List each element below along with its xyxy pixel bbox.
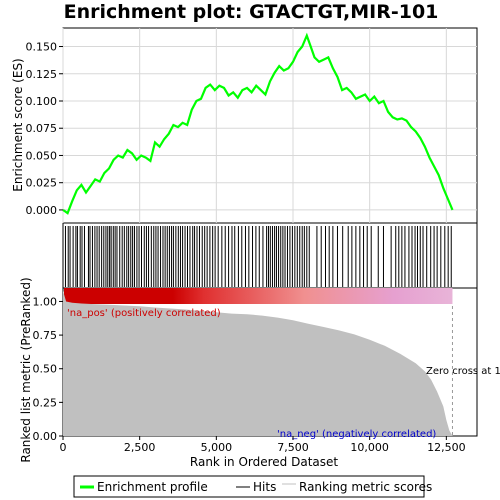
x-tick-label: 7,500 bbox=[277, 441, 309, 454]
x-tick-label: 5,000 bbox=[201, 441, 233, 454]
metric-y-tick-label: 1.00 bbox=[33, 295, 58, 308]
es-y-tick-label: 0.100 bbox=[26, 95, 58, 108]
metric-y-tick-label: 0.50 bbox=[33, 363, 58, 376]
es-y-tick-label: 0.150 bbox=[26, 41, 58, 54]
es-y-axis: 0.000 0.025 0.050 0.075 0.100 0.125 0.150 bbox=[26, 41, 63, 217]
hits-panel bbox=[64, 226, 452, 287]
positive-correlation-label: 'na_pos' (positively correlated) bbox=[67, 308, 221, 319]
chart-title: Enrichment plot: GTACTGT,MIR-101 bbox=[64, 1, 439, 23]
x-tick-label: 10,000 bbox=[350, 441, 389, 454]
es-y-tick-label: 0.125 bbox=[26, 68, 58, 81]
es-y-tick-label: 0.000 bbox=[26, 204, 58, 217]
es-axis-label: Enrichment score (ES) bbox=[11, 58, 25, 191]
rank-bar-fill bbox=[64, 288, 453, 304]
metric-y-tick-label: 0.00 bbox=[33, 430, 58, 443]
legend-label-enrichment: Enrichment profile bbox=[97, 480, 208, 494]
metric-y-tick-label: 0.25 bbox=[33, 396, 58, 409]
es-y-tick-label: 0.075 bbox=[26, 122, 58, 135]
metric-y-tick-label: 0.75 bbox=[33, 329, 58, 342]
enrichment-profile bbox=[62, 32, 454, 215]
metric-y-axis: 0.00 0.25 0.50 0.75 1.00 bbox=[33, 295, 63, 443]
es-y-tick-label: 0.050 bbox=[26, 149, 58, 162]
x-tick-label: 0 bbox=[60, 441, 67, 454]
x-axis: 0 2,500 5,000 7,500 10,000 12,500 bbox=[60, 436, 466, 454]
x-axis-label: Rank in Ordered Dataset bbox=[190, 455, 338, 469]
x-tick-label: 12,500 bbox=[427, 441, 466, 454]
ranking-metric-area bbox=[63, 290, 453, 436]
enrichment-profile-line bbox=[62, 32, 454, 215]
zero-cross-label: Zero cross at 1 bbox=[426, 366, 500, 377]
ranking-metric-fill bbox=[63, 290, 453, 436]
negative-correlation-label: 'na_neg' (negatively correlated) bbox=[277, 429, 436, 440]
es-y-tick-label: 0.025 bbox=[26, 177, 58, 190]
es-panel-frame bbox=[62, 27, 478, 224]
x-tick-label: 2,500 bbox=[124, 441, 156, 454]
es-grid bbox=[62, 28, 477, 223]
legend-label-metric: Ranking metric scores bbox=[299, 480, 432, 494]
rank-color-bar bbox=[64, 288, 453, 304]
legend-label-hits: Hits bbox=[253, 480, 276, 494]
metric-axis-label: Ranked list metric (PreRanked) bbox=[19, 277, 33, 462]
